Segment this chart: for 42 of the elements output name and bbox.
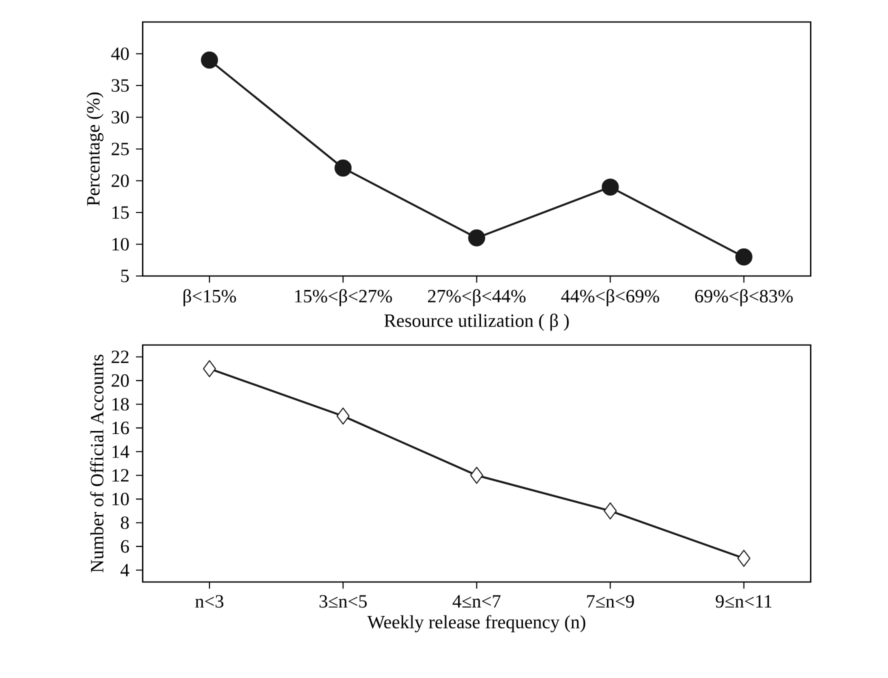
point xyxy=(200,52,218,69)
x-tick-label: 9≤n<11 xyxy=(716,595,772,608)
x-axis-title: Weekly release frequency (n) xyxy=(367,615,586,632)
point xyxy=(735,248,752,266)
x-tick-label: n<3 xyxy=(195,595,224,608)
x-tick-label: 7≤n<9 xyxy=(587,595,634,608)
y-tick-label: 20 xyxy=(112,374,129,387)
point xyxy=(604,502,617,520)
x-tick-label: β<15% xyxy=(184,289,236,306)
y-tick-label: 40 xyxy=(111,47,129,60)
x-tick-label: 69%<β<83% xyxy=(695,289,793,306)
point xyxy=(202,360,216,378)
x-tick-label: 3≤n<5 xyxy=(320,595,367,608)
y-tick-label: 14 xyxy=(112,445,130,458)
y-tick-label: 15 xyxy=(112,206,129,219)
y-tick-label: 22 xyxy=(112,350,128,364)
x-tick-label: 15%<β<27% xyxy=(295,289,392,306)
y-tick-label: 6 xyxy=(120,540,129,553)
x-axis-title: Resource utilization ( β ) xyxy=(384,314,569,331)
point xyxy=(602,178,619,196)
y-tick-label: 10 xyxy=(112,238,129,251)
y-tick-label: 10 xyxy=(112,492,129,506)
y-axis-title: Number of Official Accounts xyxy=(90,354,104,572)
y-tick-label: 16 xyxy=(112,422,129,434)
point xyxy=(334,160,352,177)
x-tick-label: 44%<β<69% xyxy=(561,289,660,306)
point xyxy=(468,229,486,246)
x-tick-label: 4≤n<7 xyxy=(452,595,501,608)
y-tick-label: 18 xyxy=(112,398,129,411)
y-tick-label: 30 xyxy=(112,110,129,124)
y-tick-label: 35 xyxy=(112,79,129,92)
x-tick-label: 27%<β<44% xyxy=(428,289,526,306)
y-tick-label: 5 xyxy=(121,270,129,282)
y-axis-title: Percentage (%) xyxy=(86,92,104,206)
y-tick-label: 25 xyxy=(112,142,129,156)
point xyxy=(470,466,484,484)
y-tick-label: 4 xyxy=(120,564,130,576)
y-tick-label: 8 xyxy=(120,516,129,530)
point xyxy=(336,408,350,425)
y-tick-label: 20 xyxy=(112,174,129,188)
y-tick-label: 12 xyxy=(112,469,128,482)
point xyxy=(737,550,750,567)
